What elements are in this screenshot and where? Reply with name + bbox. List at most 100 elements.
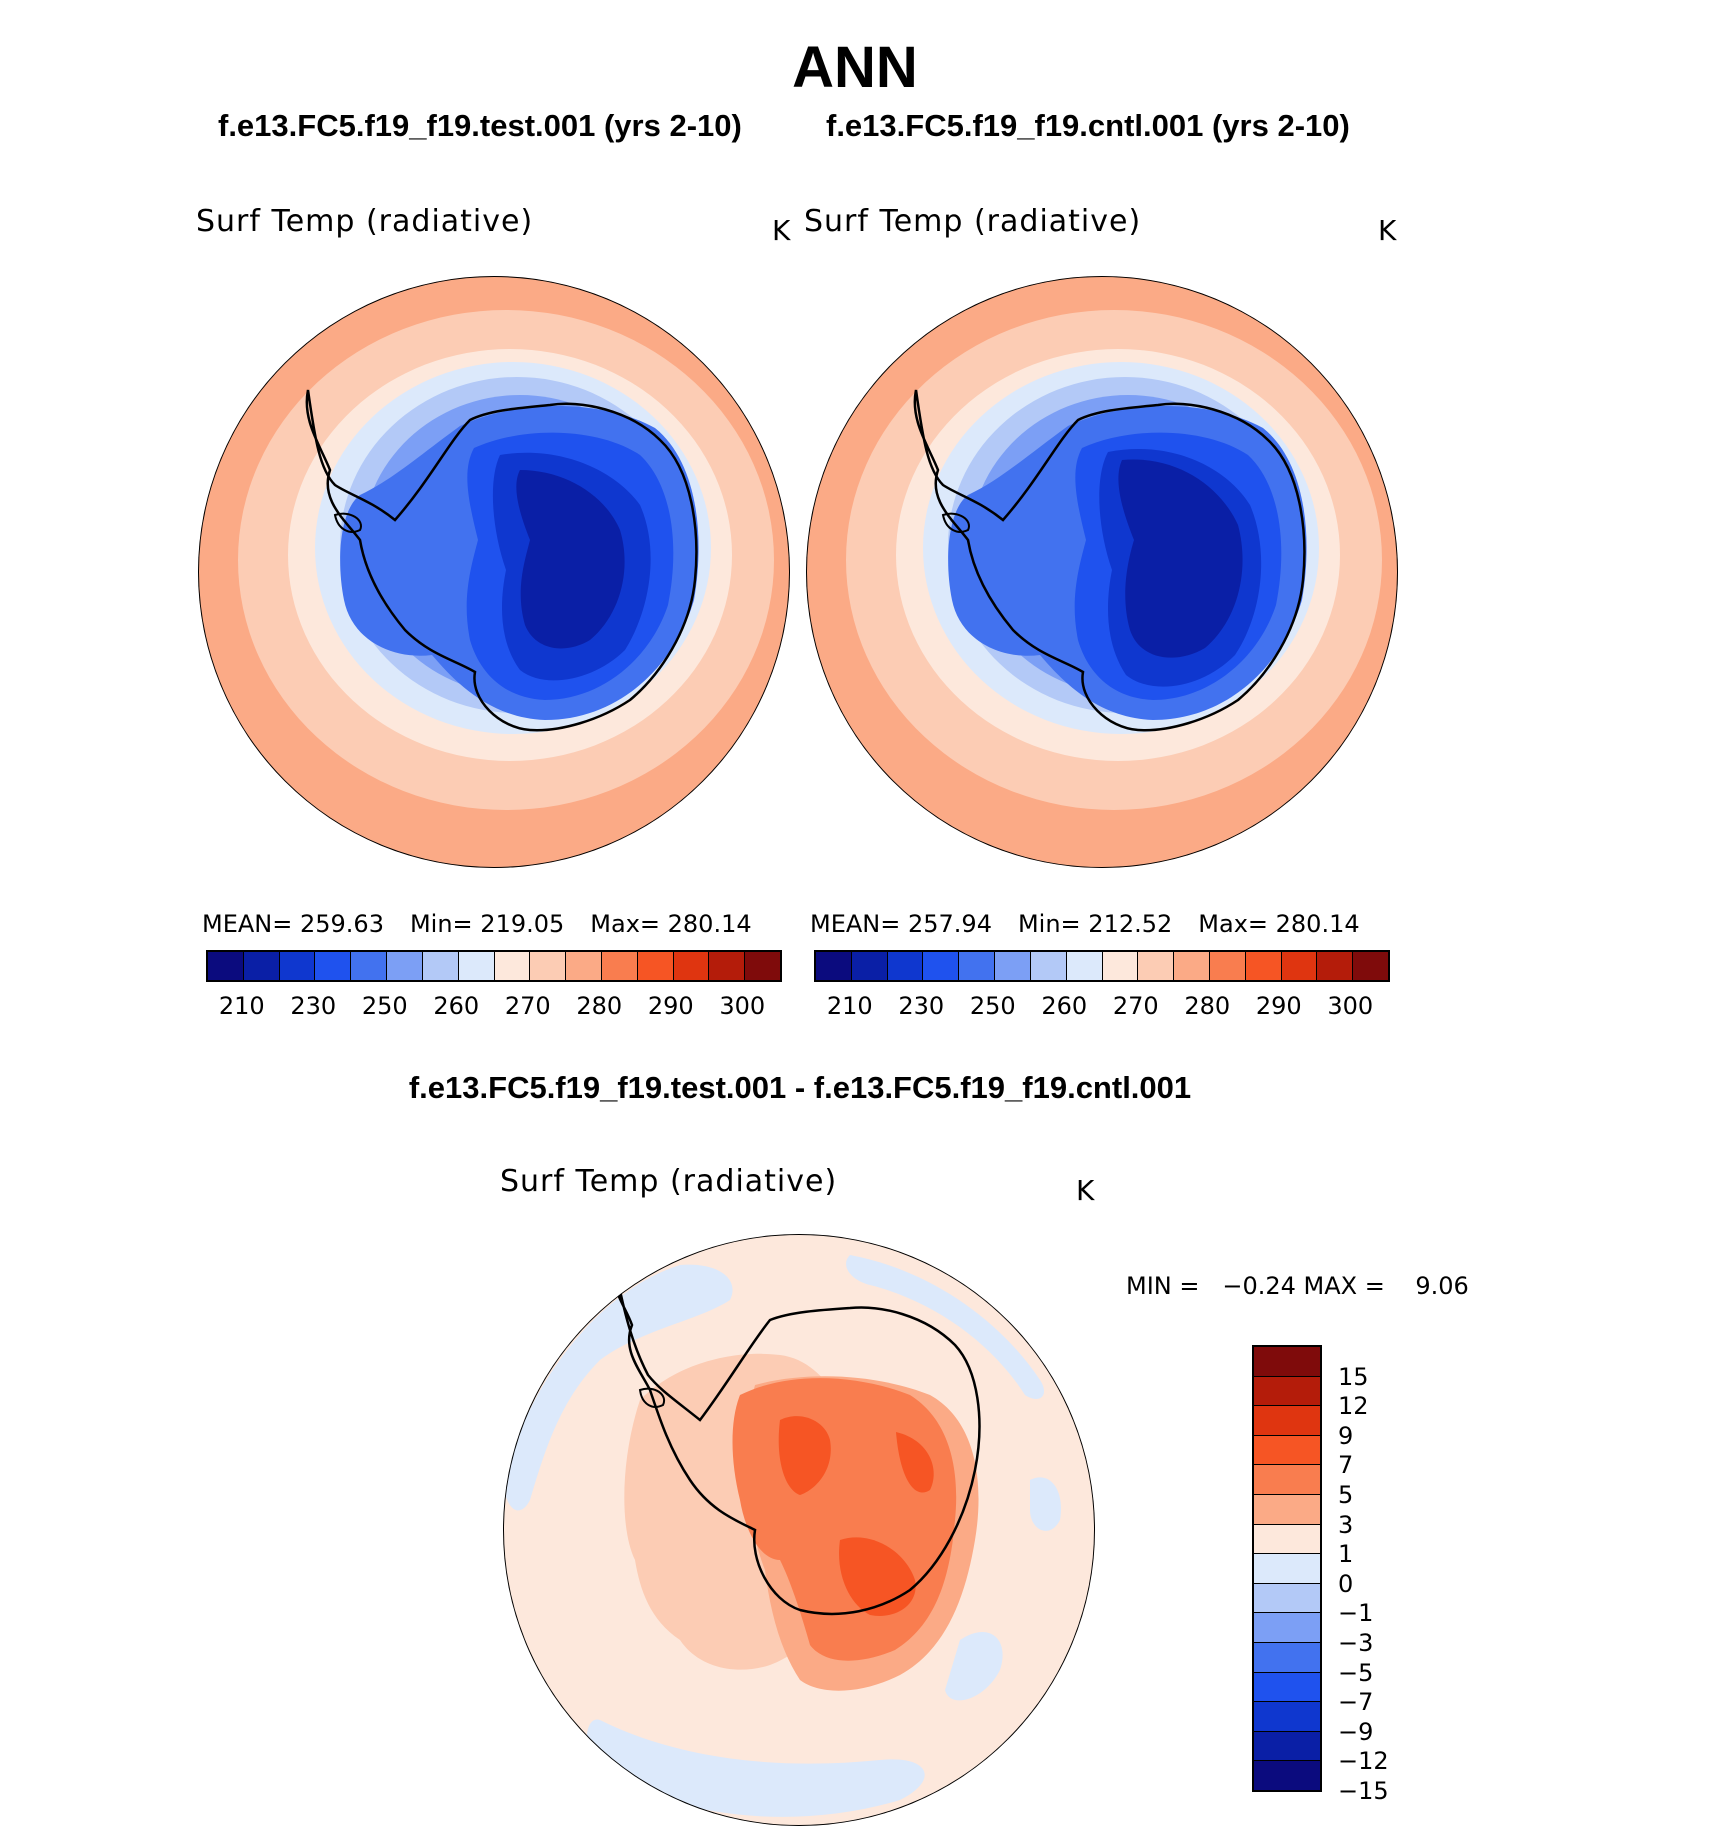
diff-colorbar-swatch bbox=[1254, 1494, 1320, 1525]
cntl-polar-map bbox=[806, 276, 1398, 868]
cntl-units-label: K bbox=[1378, 214, 1397, 247]
diff-colorbar-swatch bbox=[1254, 1702, 1320, 1732]
test-colorbar-swatch bbox=[494, 952, 531, 980]
test-variable-label: Surf Temp (radiative) bbox=[196, 204, 534, 239]
diff-polar-map bbox=[503, 1234, 1095, 1826]
diff-colorbar-label: 5 bbox=[1338, 1481, 1354, 1509]
cntl-colorbar-swatch bbox=[887, 952, 924, 980]
cntl-colorbar bbox=[814, 950, 1390, 982]
test-colorbar-swatch bbox=[458, 952, 495, 980]
test-colorbar-swatch bbox=[279, 952, 316, 980]
cntl-colorbar-swatch bbox=[1317, 952, 1354, 980]
cntl-colorbar-ticks: 210 230 250 260 270 280 290 300 bbox=[814, 992, 1386, 1022]
test-colorbar-tick: 250 bbox=[361, 992, 408, 1020]
cntl-colorbar-swatch bbox=[1174, 952, 1210, 980]
diff-variable-label: Surf Temp (radiative) bbox=[500, 1164, 838, 1199]
diff-colorbar-label: −15 bbox=[1338, 1777, 1389, 1805]
diff-colorbar-swatch bbox=[1254, 1435, 1320, 1466]
cntl-colorbar-swatch bbox=[816, 952, 852, 980]
test-colorbar-tick: 290 bbox=[647, 992, 694, 1020]
cntl-colorbar-swatch bbox=[851, 952, 888, 980]
diff-colorbar-swatch bbox=[1254, 1406, 1320, 1436]
diff-case-title: f.e13.FC5.f19_f19.test.001 - f.e13.FC5.f… bbox=[408, 1070, 1192, 1105]
diff-colorbar-label: 9 bbox=[1338, 1421, 1354, 1450]
diff-colorbar-swatch bbox=[1254, 1524, 1320, 1555]
cntl-colorbar-swatch bbox=[1353, 952, 1388, 980]
test-stats: MEAN= 259.63 Min= 219.05 Max= 280.14 bbox=[202, 910, 778, 938]
test-colorbar-swatch bbox=[351, 952, 388, 980]
test-colorbar-swatch bbox=[709, 952, 746, 980]
test-colorbar-tick: 260 bbox=[433, 992, 480, 1020]
cntl-colorbar-swatch bbox=[1102, 952, 1139, 980]
test-max: Max= 280.14 bbox=[590, 910, 752, 938]
cntl-colorbar-tick: 280 bbox=[1184, 992, 1231, 1020]
test-polar-map bbox=[198, 276, 790, 868]
diff-colorbar-label: 1 bbox=[1338, 1540, 1354, 1569]
diff-colorbar-swatch bbox=[1254, 1613, 1320, 1643]
test-colorbar-tick: 210 bbox=[218, 992, 265, 1020]
cntl-colorbar-swatch bbox=[1138, 952, 1175, 980]
diff-colorbar-label: 0 bbox=[1338, 1569, 1354, 1598]
diff-colorbar-label: 7 bbox=[1338, 1451, 1354, 1480]
cntl-colorbar-swatch bbox=[1209, 952, 1246, 980]
diff-colorbar-swatch bbox=[1254, 1761, 1320, 1790]
diff-colorbar-label: −3 bbox=[1338, 1629, 1374, 1657]
test-colorbar-swatch bbox=[673, 952, 710, 980]
cntl-case-title: f.e13.FC5.f19_f19.cntl.001 (yrs 2-10) bbox=[826, 108, 1350, 143]
diff-minmax: MIN = −0.24 MAX = 9.06 bbox=[1126, 1272, 1469, 1300]
test-colorbar-tick: 270 bbox=[504, 992, 551, 1020]
diff-colorbar-label: −7 bbox=[1338, 1688, 1374, 1717]
test-colorbar-tick: 230 bbox=[290, 992, 337, 1020]
cntl-colorbar-swatch bbox=[923, 952, 960, 980]
diff-colorbar-swatch bbox=[1254, 1347, 1320, 1377]
diff-colorbar-label: −1 bbox=[1338, 1599, 1374, 1628]
test-colorbar-swatch bbox=[315, 952, 352, 980]
test-colorbar-ticks: 210 230 250 260 270 280 290 300 bbox=[206, 992, 778, 1022]
test-colorbar-swatch bbox=[243, 952, 280, 980]
cntl-colorbar-swatch bbox=[1066, 952, 1103, 980]
test-colorbar-swatch bbox=[530, 952, 567, 980]
cntl-colorbar-tick: 260 bbox=[1041, 992, 1088, 1020]
diff-colorbar-swatch bbox=[1254, 1554, 1320, 1584]
cntl-colorbar-swatch bbox=[959, 952, 996, 980]
diff-colorbar-swatch bbox=[1254, 1376, 1320, 1407]
test-colorbar-tick: 280 bbox=[576, 992, 623, 1020]
diff-colorbar-swatch bbox=[1254, 1583, 1320, 1614]
cntl-stats: MEAN= 257.94 Min= 212.52 Max= 280.14 bbox=[810, 910, 1386, 938]
test-min: Min= 219.05 bbox=[409, 910, 565, 938]
test-colorbar-swatch bbox=[387, 952, 423, 980]
cntl-mean: MEAN= 257.94 bbox=[810, 910, 992, 938]
diff-colorbar-swatch bbox=[1254, 1731, 1320, 1762]
diff-colorbar-label: −9 bbox=[1338, 1717, 1374, 1746]
cntl-min: Min= 212.52 bbox=[1017, 910, 1173, 938]
test-colorbar-swatch bbox=[566, 952, 602, 980]
cntl-colorbar-swatch bbox=[1281, 952, 1318, 980]
diff-units-label: K bbox=[1076, 1174, 1095, 1207]
diff-colorbar-label: 15 bbox=[1338, 1362, 1369, 1391]
test-colorbar bbox=[206, 950, 782, 982]
cntl-colorbar-tick: 230 bbox=[898, 992, 945, 1020]
cntl-colorbar-swatch bbox=[1030, 952, 1067, 980]
test-colorbar-swatch bbox=[601, 952, 638, 980]
figure-title: ANN bbox=[792, 35, 918, 100]
test-colorbar-swatch bbox=[422, 952, 459, 980]
cntl-colorbar-tick: 270 bbox=[1112, 992, 1159, 1020]
cntl-colorbar-tick: 250 bbox=[969, 992, 1016, 1020]
diff-colorbar-label: −12 bbox=[1338, 1747, 1389, 1776]
test-colorbar-swatch bbox=[637, 952, 674, 980]
test-colorbar-tick: 300 bbox=[719, 992, 766, 1020]
test-case-title: f.e13.FC5.f19_f19.test.001 (yrs 2-10) bbox=[218, 108, 742, 143]
cntl-colorbar-tick: 210 bbox=[826, 992, 873, 1020]
cntl-variable-label: Surf Temp (radiative) bbox=[804, 204, 1142, 239]
cntl-colorbar-tick: 290 bbox=[1255, 992, 1302, 1020]
test-mean: MEAN= 259.63 bbox=[202, 910, 384, 938]
diff-colorbar-swatch bbox=[1254, 1465, 1320, 1495]
cntl-colorbar-swatch bbox=[1245, 952, 1282, 980]
diff-colorbar-label: 12 bbox=[1338, 1392, 1369, 1421]
diff-colorbar bbox=[1252, 1345, 1322, 1792]
test-colorbar-swatch bbox=[208, 952, 244, 980]
cntl-colorbar-swatch bbox=[995, 952, 1031, 980]
diff-colorbar-label: 3 bbox=[1338, 1510, 1354, 1539]
cntl-max: Max= 280.14 bbox=[1198, 910, 1360, 938]
